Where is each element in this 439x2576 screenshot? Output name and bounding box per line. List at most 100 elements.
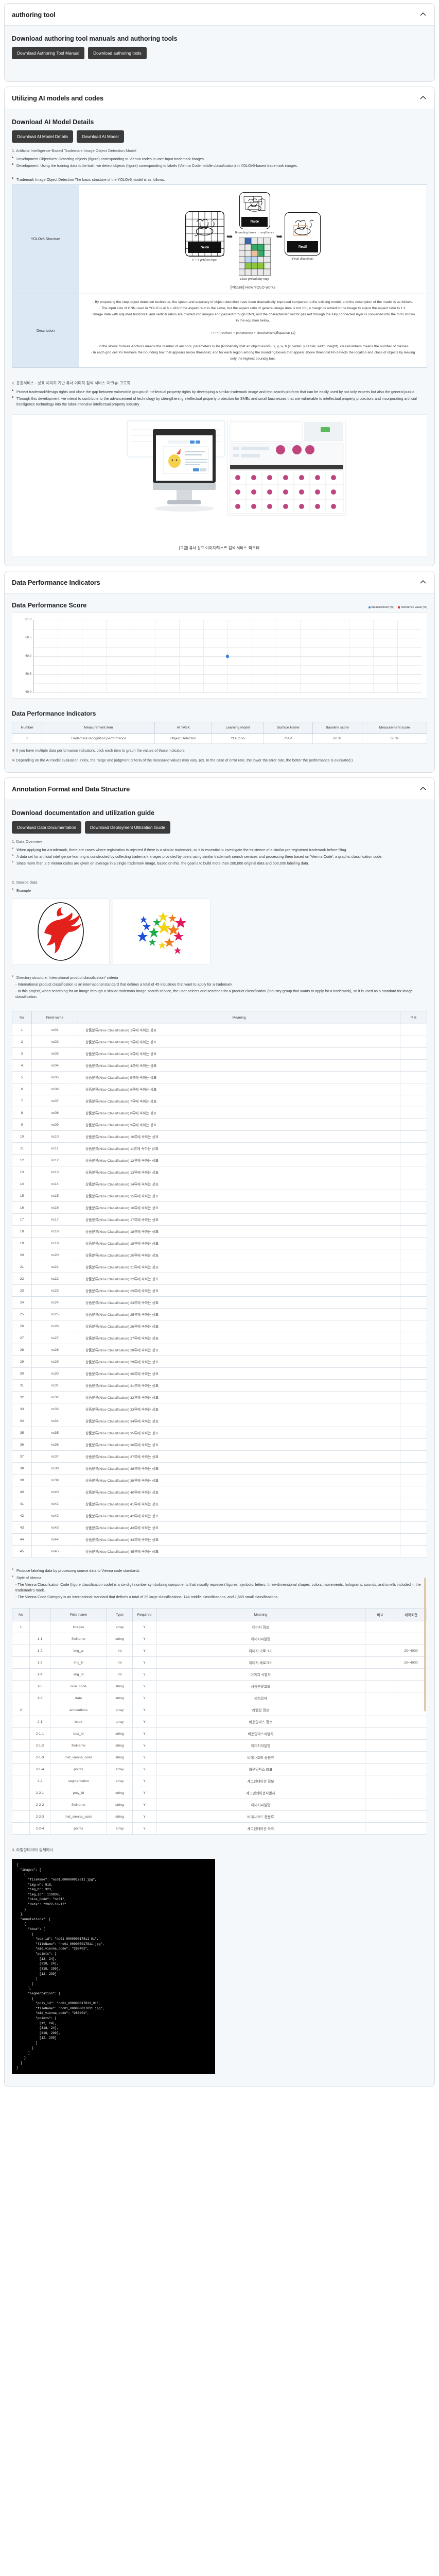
download-ai-model-button[interactable]: Download AI Model	[77, 130, 124, 143]
table-row[interactable]: 13 nc13 상품분류(Nice Classification) 13류에 속하는…	[12, 1166, 427, 1179]
table-row[interactable]: 28 nc28 상품분류(Nice Classification) 28류에 속하는…	[12, 1344, 427, 1357]
table-cell: nc03	[31, 1047, 78, 1060]
table-row[interactable]: 31 nc31 상품분류(Nice Classification) 31류에 속하는…	[12, 1379, 427, 1392]
table-cell: Y	[132, 1633, 156, 1646]
table-row[interactable]: 10 nc10 상품분류(Nice Classification) 10류에 속하는…	[12, 1130, 427, 1143]
download-authoring-tools-button[interactable]: Download authoring tools	[88, 47, 147, 59]
table-cell: nc43	[31, 1521, 78, 1534]
table-row[interactable]: 2-1-4 points array Y 바운딩박스 좌표	[12, 1763, 427, 1776]
table-row[interactable]: 39 nc39 상품분류(Nice Classification) 39류에 속하는…	[12, 1474, 427, 1487]
table-row[interactable]: 7 nc07 상품분류(Nice Classification) 7류에 속하는 상…	[12, 1095, 427, 1108]
table-row[interactable]: 21 nc21 상품분류(Nice Classification) 21류에 속하는…	[12, 1261, 427, 1274]
table-row[interactable]: 18 nc18 상품분류(Nice Classification) 18류에 속하는…	[12, 1225, 427, 1238]
table-row[interactable]: 5 nc05 상품분류(Nice Classification) 5류에 속하는 상…	[12, 1071, 427, 1084]
labeling-example-title: 3. 라벨링데이터 실제예시	[12, 1848, 54, 1853]
table-row[interactable]: 1-4 img_id int Y 이미지 식별자	[12, 1668, 427, 1681]
table-row[interactable]: 4 nc04 상품분류(Nice Classification) 4류에 속하는 상…	[12, 1059, 427, 1072]
table-row[interactable]: 16 nc16 상품분류(Nice Classification) 16류에 속하는…	[12, 1201, 427, 1214]
table-row[interactable]: 42 nc42 상품분류(Nice Classification) 42류에 속하는…	[12, 1510, 427, 1522]
table-row[interactable]: 34 nc34 상품분류(Nice Classification) 34류에 속하는…	[12, 1415, 427, 1428]
panel-data-performance-header[interactable]: Data Performance Indicators	[5, 571, 434, 594]
table-row[interactable]: 35 nc35 상품분류(Nice Classification) 35류에 속하는…	[12, 1427, 427, 1439]
table-row[interactable]: 6 nc06 상품분류(Nice Classification) 6류에 속하는 상…	[12, 1083, 427, 1096]
table-row[interactable]: 43 nc43 상품분류(Nice Classification) 43류에 속하는…	[12, 1521, 427, 1534]
inner-scrollbar-thumb[interactable]	[424, 1578, 426, 1712]
chevron-up-icon[interactable]	[419, 785, 427, 793]
table-row[interactable]: 29 nc29 상품분류(Nice Classification) 29류에 속하는…	[12, 1355, 427, 1368]
table-cell: 상품분류(Nice Classification) 22류에 속하는 상표	[78, 1273, 400, 1285]
chart-data-point[interactable]	[226, 654, 229, 658]
table-row[interactable]: 15 nc15 상품분류(Nice Classification) 15류에 속하는…	[12, 1190, 427, 1202]
table-row[interactable]: 30 nc30 상품분류(Nice Classification) 30류에 속하는…	[12, 1367, 427, 1380]
legend-item-measurement[interactable]: Measurement (%)	[368, 606, 394, 609]
table-row[interactable]: 2-2-1 poly_id string Y 세그멘테이션식별자	[12, 1787, 427, 1800]
table-row[interactable]: 41 nc41 상품분류(Nice Classification) 41류에 속하는…	[12, 1498, 427, 1511]
table-row[interactable]: 1 images array Y 이미지 정보	[12, 1621, 427, 1634]
table-row[interactable]: 1-1 fileName string Y 이미지파일명	[12, 1633, 427, 1646]
table-row[interactable]: 3 nc03 상품분류(Nice Classification) 3류에 속하는 상…	[12, 1047, 427, 1060]
table-cell: 1-5	[29, 1680, 50, 1693]
table-row[interactable]: 17 nc17 상품분류(Nice Classification) 17류에 속하는…	[12, 1213, 427, 1226]
table-cell: 상품분류(Nice Classification) 21류에 속하는 상표	[78, 1261, 400, 1274]
chevron-up-icon[interactable]	[419, 10, 427, 19]
table-row[interactable]: 37 nc37 상품분류(Nice Classification) 37류에 속하는…	[12, 1450, 427, 1463]
table-cell: 24	[12, 1296, 32, 1309]
table-row[interactable]: 44 nc44 상품분류(Nice Classification) 44류에 속하는…	[12, 1533, 427, 1546]
table-row[interactable]: 27 nc27 상품분류(Nice Classification) 27류에 속하는…	[12, 1332, 427, 1345]
table-row[interactable]: 2-2 segmentation array Y 세그멘테이션 정보	[12, 1775, 427, 1788]
download-data-documentation-button[interactable]: Download Data Documentation	[12, 821, 81, 834]
table-row[interactable]: 26 nc26 상품분류(Nice Classification) 26류에 속하는…	[12, 1320, 427, 1333]
table-row[interactable]: 1-2 img_w int Y 이미지 가로크기 20~4000	[12, 1645, 427, 1657]
table-row[interactable]: 2-1-1 box_id string Y 바운딩박스식별자	[12, 1727, 427, 1740]
panel-annotation-format-header[interactable]: Annotation Format and Data Structure	[5, 778, 434, 801]
table-row[interactable]: 2-2-2 fileName string Y 이미지파일명	[12, 1799, 427, 1811]
table-cell: nc33	[31, 1403, 78, 1416]
panel-ai-models-header[interactable]: Utilizing AI models and codes	[5, 87, 434, 109]
table-row[interactable]: 1 Trademark recognition performance Object…	[11, 733, 427, 744]
table-cell: array	[107, 1716, 133, 1728]
legend-item-reference[interactable]: Reference value (%)	[398, 606, 427, 609]
chevron-up-icon[interactable]	[419, 94, 427, 102]
table-row[interactable]: 2-1-3 mid_vienna_code string Y 비에나코드 중분류	[12, 1751, 427, 1764]
download-deployment-utilization-guide-button[interactable]: Download Deployment Utilization Guide	[84, 821, 171, 834]
table-row[interactable]: 45 nc45 상품분류(Nice Classification) 45류에 속하는…	[12, 1545, 427, 1558]
table-row[interactable]: 2-1-2 fileName string Y 이미지파일명	[12, 1739, 427, 1752]
table-cell: Y	[132, 1739, 156, 1752]
table-cell	[400, 1427, 427, 1439]
table-row[interactable]: 19 nc19 상품분류(Nice Classification) 19류에 속하는…	[12, 1237, 427, 1250]
table-row[interactable]: 1-5 nice_code string Y 상품분류코드	[12, 1680, 427, 1693]
table-row[interactable]: 2-2-3 mid_vienna_code string Y 비에나코드 중분류	[12, 1810, 427, 1823]
table-row[interactable]: 12 nc12 상품분류(Nice Classification) 12류에 속하는…	[12, 1154, 427, 1167]
table-row[interactable]: 2 annotations array Y 라벨링 정보	[12, 1704, 427, 1717]
table-row[interactable]: 1 nc01 상품분류(Nice Classification) 1류에 속하는 상…	[12, 1024, 427, 1037]
caption-final-detections: Final detections	[292, 257, 313, 261]
table-cell: array	[107, 1621, 133, 1634]
table-row[interactable]: 2-2-4 points array Y 세그멘테이션 좌표	[12, 1822, 427, 1835]
table-row[interactable]: 14 nc14 상품분류(Nice Classification) 14류에 속하는…	[12, 1178, 427, 1191]
table-row[interactable]: 11 nc11 상품분류(Nice Classification) 11류에 속하는…	[12, 1142, 427, 1155]
table-cell: 상품분류(Nice Classification) 33류에 속하는 상표	[78, 1403, 400, 1416]
table-row[interactable]: 38 nc38 상품분류(Nice Classification) 38류에 속하는…	[12, 1462, 427, 1475]
table-cell: 바운딩박스식별자	[156, 1727, 365, 1740]
download-authoring-tool-manual-button[interactable]: Download Authoring Tool Manual	[12, 47, 85, 59]
table-row[interactable]: 2-1 bbox array Y 바운딩박스 정보	[12, 1716, 427, 1728]
table-row[interactable]: 40 nc40 상품분류(Nice Classification) 40류에 속하는…	[12, 1486, 427, 1499]
table-row[interactable]: 1-3 img_h int Y 이미지 세로크기 20~4000	[12, 1656, 427, 1669]
chevron-up-icon[interactable]	[419, 578, 427, 586]
table-row[interactable]: 8 nc08 상품분류(Nice Classification) 8류에 속하는 상…	[12, 1107, 427, 1120]
table-row[interactable]: 9 nc09 상품분류(Nice Classification) 9류에 속하는 상…	[12, 1118, 427, 1131]
table-row[interactable]: 23 nc23 상품분류(Nice Classification) 23류에 속하는…	[12, 1284, 427, 1297]
table-row[interactable]: 22 nc22 상품분류(Nice Classification) 22류에 속하는…	[12, 1273, 427, 1285]
table-row[interactable]: 36 nc36 상품분류(Nice Classification) 36류에 속하는…	[12, 1438, 427, 1451]
panel-authoring-tool-header[interactable]: authoring tool	[5, 4, 434, 26]
table-row[interactable]: 33 nc33 상품분류(Nice Classification) 33류에 속하는…	[12, 1403, 427, 1416]
download-ai-model-details-button[interactable]: Download AI Model Details	[12, 130, 74, 143]
table-row[interactable]: 1-6 date string Y 생성일자	[12, 1692, 427, 1705]
table-row[interactable]: 2 nc02 상품분류(Nice Classification) 2류에 속하는 상…	[12, 1036, 427, 1048]
section-heading: Download authoring tool manuals and auth…	[12, 35, 178, 42]
table-row[interactable]: 25 nc25 상품분류(Nice Classification) 25류에 속하는…	[12, 1308, 427, 1321]
table-row[interactable]: 32 nc32 상품분류(Nice Classification) 32류에 속하는…	[12, 1391, 427, 1404]
table-cell: 상품분류(Nice Classification) 32류에 속하는 상표	[78, 1391, 400, 1404]
table-row[interactable]: 24 nc24 상품분류(Nice Classification) 24류에 속하는…	[12, 1296, 427, 1309]
table-row[interactable]: 20 nc20 상품분류(Nice Classification) 20류에 속하는…	[12, 1249, 427, 1262]
